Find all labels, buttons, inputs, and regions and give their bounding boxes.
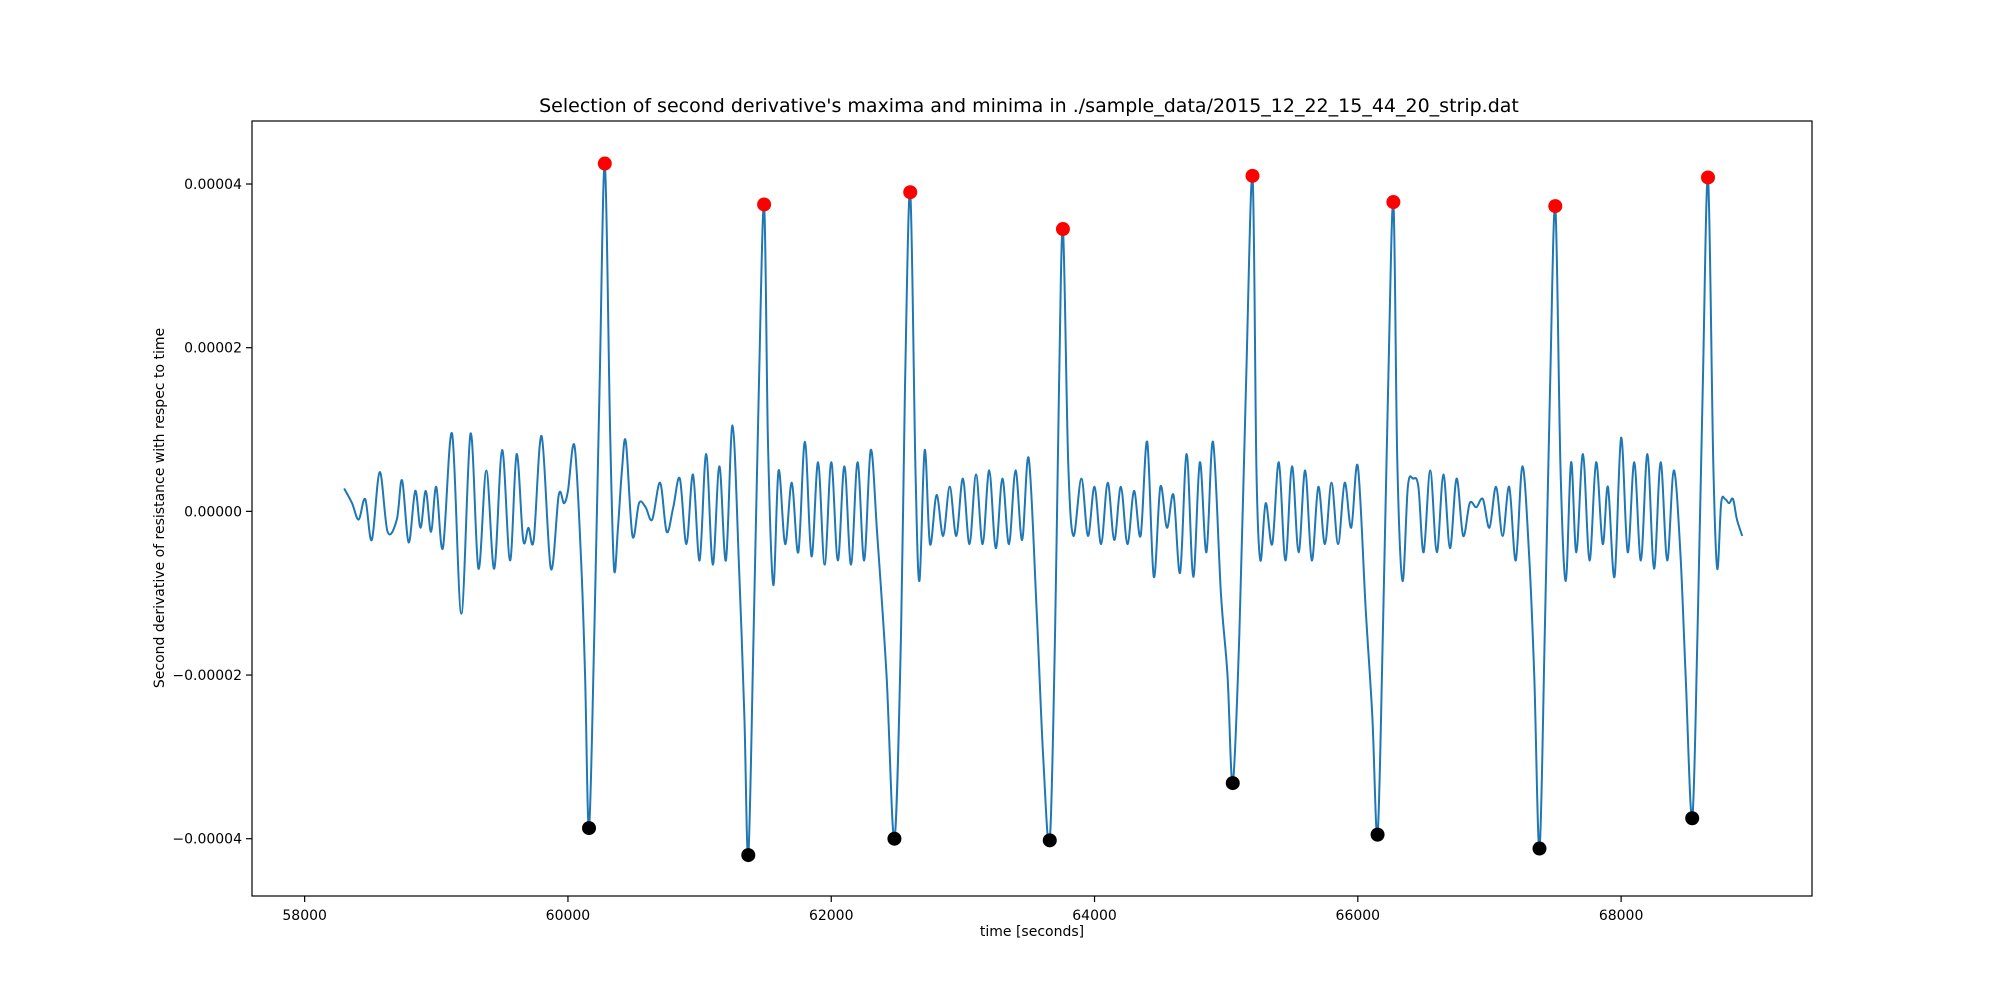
x-tick-label: 64000	[1072, 908, 1117, 924]
minimum-point	[1042, 833, 1057, 848]
x-tick-label: 58000	[282, 908, 327, 924]
x-tick-label: 60000	[546, 908, 591, 924]
maximum-point	[903, 185, 918, 200]
y-tick-label: 0.00000	[184, 504, 242, 520]
x-tick-label: 62000	[809, 908, 854, 924]
maximum-point	[597, 156, 612, 171]
y-tick-label: 0.00004	[184, 177, 242, 193]
axes-frame	[251, 120, 1813, 897]
maximum-point	[1055, 222, 1070, 237]
minimum-point	[1225, 776, 1240, 791]
minimum-point	[887, 831, 902, 846]
minimum-point	[741, 848, 756, 863]
maximum-point	[1701, 170, 1715, 185]
minimum-point	[1532, 841, 1547, 856]
y-axis-label: Second derivative of resistance with res…	[152, 328, 168, 688]
maximum-point	[1245, 168, 1260, 183]
y-tick-label: −0.00002	[172, 668, 242, 684]
maximum-point	[757, 197, 772, 212]
y-tick-label: −0.00004	[172, 832, 242, 848]
x-axis-label: time [seconds]	[980, 924, 1084, 940]
minimum-point	[582, 821, 597, 836]
maximum-point	[1548, 199, 1563, 214]
y-tick-label: 0.00002	[184, 341, 242, 357]
maximum-point	[1386, 195, 1401, 210]
chart-title: Selection of second derivative's maxima …	[539, 95, 1519, 117]
maxima-markers	[597, 156, 1715, 237]
ticks-layer: 58000 60000 62000 64000 66000 68000 0.00004 0.0…	[172, 177, 1643, 924]
plot-area	[343, 156, 1744, 863]
series-line	[343, 162, 1744, 858]
minimum-point	[1370, 827, 1385, 842]
minimum-point	[1685, 811, 1700, 826]
minima-markers	[582, 776, 1700, 863]
x-tick-label: 66000	[1336, 908, 1381, 924]
x-tick-label: 68000	[1599, 908, 1644, 924]
